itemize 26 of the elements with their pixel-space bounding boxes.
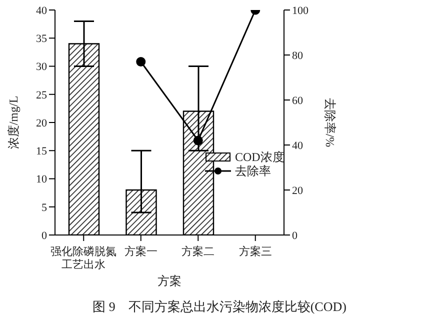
x-tick-label: 方案二: [182, 245, 215, 258]
point: [136, 57, 146, 66]
y2-tick-label: 100: [292, 4, 309, 17]
y2-axis-title: 去除率/%: [322, 98, 337, 148]
y-tick-label: 15: [36, 146, 48, 158]
y2-tick-label: 60: [292, 94, 304, 107]
y2-tick-label: 0: [292, 230, 298, 242]
y2-tick-label: 20: [292, 184, 304, 197]
point: [193, 136, 203, 146]
y2-tick-label: 80: [292, 50, 304, 62]
x-tick-label: 强化除磷脱氮工艺出水: [50, 245, 117, 271]
y-tick-label: 25: [36, 89, 48, 102]
y-tick-label: 5: [42, 202, 48, 214]
caption: 图 9 不同方案总出水污染物浓度比较(COD): [92, 298, 348, 316]
x-axis-title: 方案: [158, 274, 182, 288]
y-tick-label: 10: [36, 174, 48, 186]
y-tick-label: 30: [36, 61, 48, 74]
y-tick-label: 0: [42, 230, 48, 242]
y-tick-label: 40: [36, 4, 48, 17]
x-tick-label: 方案一: [124, 245, 158, 258]
y2-tick-label: 40: [292, 140, 304, 152]
legend-label: 去除率: [235, 164, 271, 178]
x-tick-label: 方案三: [238, 245, 272, 258]
y-tick-label: 20: [36, 117, 48, 130]
y-tick-label: 35: [36, 33, 48, 46]
y-axis-title: 浓度/mg/L: [6, 96, 20, 150]
